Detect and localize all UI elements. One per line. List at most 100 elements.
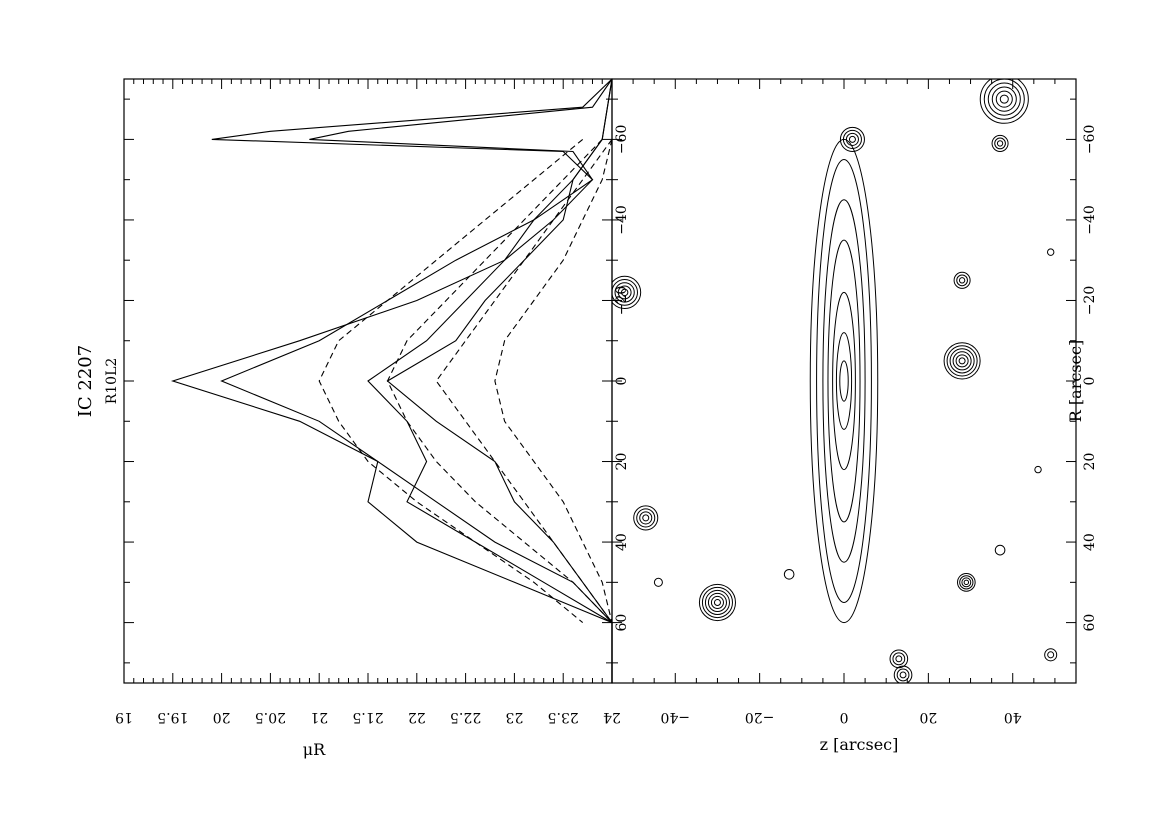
model-profile-line <box>435 139 613 623</box>
source-contour <box>845 132 859 146</box>
source-contour <box>1046 248 1055 256</box>
source-contour <box>617 285 632 300</box>
source-contour <box>842 129 862 149</box>
source-contour <box>943 342 981 380</box>
chart-title: IC 2207 <box>75 345 96 417</box>
source-contour <box>614 282 635 303</box>
observed-profile-line <box>367 78 613 683</box>
source-contour <box>955 354 969 368</box>
y-tick-label: 0 <box>840 709 849 725</box>
y-tick-label: 20 <box>213 709 231 725</box>
source-contour <box>1047 651 1055 659</box>
galaxy-contour <box>822 199 866 563</box>
galaxy-contour <box>827 239 861 523</box>
contour-y-axis-label: z [arcsec] <box>820 735 899 754</box>
rotated-plots: −60 −40 −20 0 20 40 60 19 19.5 20 20.5 21 21.5 22 22.5… <box>75 78 1098 759</box>
profile-y-axis-label: μR <box>303 740 326 759</box>
source-contour <box>704 589 730 616</box>
source-contour <box>639 511 653 525</box>
y-tick-label: 21 <box>310 709 328 725</box>
x-tick-label: −20 <box>1082 286 1098 316</box>
source-contour <box>707 592 727 613</box>
x-tick-label: −60 <box>1082 125 1098 155</box>
source-contour <box>961 577 972 588</box>
profile-panel-frame <box>611 78 1077 684</box>
x-tick-label: 0 <box>1082 377 1098 386</box>
source-contour <box>899 671 907 679</box>
source-contour <box>893 665 913 683</box>
source-contour <box>994 137 1006 150</box>
y-tick-label: 19 <box>115 709 133 725</box>
source-contour <box>633 505 659 531</box>
source-contour <box>956 274 968 287</box>
source-contour <box>987 82 1021 116</box>
model-profile-line <box>318 138 584 624</box>
source-contour <box>994 544 1006 556</box>
model-profile-line <box>494 139 613 623</box>
source-contour <box>953 271 971 289</box>
source-contour <box>996 140 1004 147</box>
source-contour <box>949 348 975 374</box>
y-tick-label: −20 <box>745 709 775 725</box>
observed-profile-line <box>386 78 613 683</box>
chart-subtitle: R10L2 <box>104 358 120 405</box>
y-tick-label: 22.5 <box>450 709 481 725</box>
y-tick-label: 21.5 <box>352 709 383 725</box>
source-contour <box>710 595 724 610</box>
observed-profile-line <box>170 78 613 683</box>
observed-profile-line <box>220 78 613 683</box>
x-tick-label: −40 <box>1082 205 1098 235</box>
source-contour <box>946 345 978 377</box>
y-tick-label: 22 <box>408 709 426 725</box>
source-contour <box>612 275 642 310</box>
y-tick-label: 24 <box>603 709 621 725</box>
source-contour <box>620 288 629 297</box>
source-contour <box>783 568 795 580</box>
x-tick-label: 20 <box>1082 453 1098 471</box>
contour-panel-ticks: −60 −40 −20 0 20 40 60 −40 −20 0 20 40 <box>612 79 1098 725</box>
source-contour <box>957 572 976 592</box>
source-contour <box>1044 648 1058 662</box>
y-tick-label: 40 <box>1004 709 1022 725</box>
y-tick-label: 19.5 <box>157 709 188 725</box>
source-contour <box>636 508 656 528</box>
source-contour <box>896 668 910 682</box>
y-tick-label: 23 <box>505 709 523 725</box>
model-profile-line <box>386 139 613 623</box>
source-contour <box>892 652 906 666</box>
galaxy-contour <box>839 360 849 402</box>
galaxy-contour <box>835 332 853 430</box>
source-contour <box>701 586 733 619</box>
x-tick-label: 60 <box>1082 614 1098 632</box>
source-contour <box>983 79 1025 120</box>
contour-x-axis-label: R [arcsec] <box>1066 340 1085 422</box>
galaxy-contour <box>809 138 879 624</box>
y-tick-label: 20.5 <box>255 709 286 725</box>
source-contour <box>839 126 865 152</box>
source-contour <box>963 579 970 586</box>
source-contour <box>1034 465 1042 474</box>
y-tick-label: −40 <box>660 709 690 725</box>
source-contour <box>952 351 972 371</box>
source-contour <box>713 598 721 606</box>
profile-curves <box>170 78 613 683</box>
source-contour <box>642 514 650 522</box>
galaxy-contour <box>816 159 872 603</box>
galaxy-contour <box>832 291 856 471</box>
source-contour <box>698 583 736 622</box>
source-contour <box>848 135 856 143</box>
source-contour <box>959 575 974 590</box>
contour-map <box>612 79 1058 683</box>
source-contour <box>995 90 1013 108</box>
source-contour <box>991 86 1017 112</box>
source-contour <box>958 277 966 284</box>
source-contour <box>612 279 638 306</box>
source-contour <box>991 134 1009 152</box>
source-contour <box>999 94 1009 104</box>
x-tick-label: 40 <box>1082 533 1098 551</box>
source-contour <box>895 655 903 663</box>
y-tick-label: 23.5 <box>548 709 579 725</box>
source-contour <box>979 79 1029 124</box>
